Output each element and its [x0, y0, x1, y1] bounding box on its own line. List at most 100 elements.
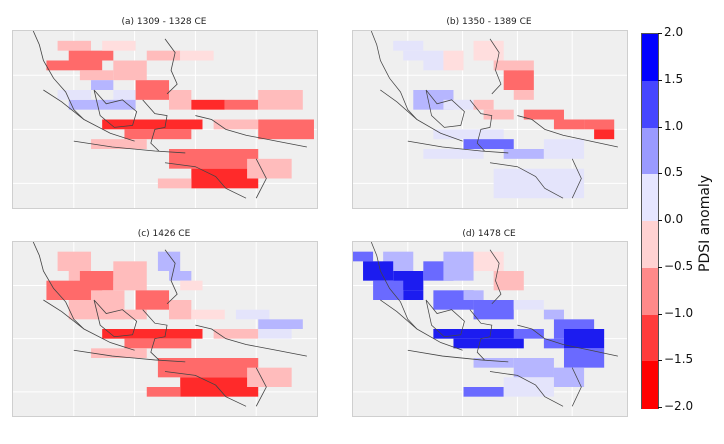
- coastline: [489, 249, 502, 305]
- pdsi-grid-cell: [191, 99, 225, 110]
- map-panel-b: [352, 30, 628, 209]
- pdsi-grid-cell: [102, 309, 147, 320]
- pdsi-grid-cell: [393, 40, 424, 51]
- colorbar-tick-mark: [658, 220, 662, 221]
- coastline: [370, 31, 418, 120]
- colorbar-tick-mark: [658, 126, 662, 128]
- pdsi-grid-cell: [124, 129, 192, 140]
- pdsi-grid-cell: [473, 251, 504, 271]
- colorbar-segment: [642, 174, 658, 222]
- coastline: [571, 158, 582, 199]
- colorbar-segment: [642, 221, 658, 269]
- pdsi-grid-cell: [169, 271, 192, 281]
- pdsi-grid-cell: [146, 50, 181, 61]
- coastline: [32, 242, 85, 330]
- colorbar-tick-mark: [658, 79, 662, 81]
- coastline: [469, 309, 493, 361]
- coastline: [73, 140, 186, 154]
- colorbar-tick-label: 2.0: [664, 25, 684, 39]
- colorbar-tick-mark: [658, 313, 662, 315]
- pdsi-grid-cell: [513, 358, 554, 378]
- pdsi-grid-cell: [473, 40, 504, 61]
- pdsi-grid-cell: [113, 60, 147, 81]
- pdsi-grid-cell: [135, 290, 170, 310]
- pdsi-grid-cell: [91, 139, 147, 149]
- pdsi-grid-cell: [443, 50, 464, 71]
- coastline: [255, 158, 267, 199]
- map-svg-c: [13, 242, 317, 416]
- pdsi-grid-cell: [258, 319, 303, 329]
- coastline: [255, 367, 267, 407]
- colorbar-tick-label: −1.0: [664, 305, 694, 320]
- coastline: [517, 115, 618, 148]
- panel-title-c: (c) 1426 CE: [137, 229, 191, 239]
- map-panel-a: [12, 30, 318, 209]
- pdsi-grid-cell: [453, 338, 524, 349]
- pdsi-grid-cell: [180, 280, 203, 291]
- coastline: [407, 140, 509, 154]
- pdsi-grid-cell: [584, 119, 615, 130]
- colorbar-segment: [642, 34, 658, 82]
- pdsi-grid-cell: [180, 50, 214, 61]
- pdsi-grid-cell: [433, 329, 524, 339]
- coastline: [93, 89, 138, 128]
- coastline: [370, 242, 418, 330]
- pdsi-grid-cell: [247, 367, 292, 387]
- coastline: [195, 324, 307, 357]
- pdsi-grid-cell: [563, 329, 605, 349]
- pdsi-grid-cell: [91, 80, 114, 90]
- coastline: [489, 371, 564, 407]
- pdsi-grid-cell: [543, 309, 564, 320]
- pdsi-grid-cell: [68, 99, 136, 110]
- pdsi-grid-cell: [493, 271, 524, 291]
- pdsi-grid-cell: [91, 348, 147, 358]
- pdsi-grid-cell: [57, 251, 92, 271]
- pdsi-grid-cell: [373, 280, 404, 300]
- coastline: [142, 99, 168, 152]
- pdsi-grid-cell: [473, 99, 494, 110]
- coastline: [164, 249, 178, 305]
- pdsi-grid-cell: [513, 329, 544, 339]
- coastline: [425, 89, 465, 128]
- colorbar-tick-label: −2.0: [664, 399, 694, 413]
- pdsi-grid-cell: [169, 300, 192, 320]
- pdsi-grid-cell: [169, 149, 259, 169]
- pdsi-grid-cell: [102, 329, 203, 339]
- map-panel-d: [352, 241, 628, 417]
- pdsi-grid-cell: [146, 387, 181, 397]
- coastline: [142, 309, 168, 361]
- map-panel-c: [12, 241, 318, 417]
- coastline: [469, 99, 493, 152]
- coastline: [164, 371, 247, 407]
- coastline: [380, 299, 463, 351]
- pdsi-grid-cell: [247, 158, 292, 179]
- colorbar-tick-mark: [658, 266, 662, 268]
- map-svg-a: [13, 31, 317, 208]
- colorbar-tick-mark: [658, 173, 662, 175]
- pdsi-grid-cell: [463, 290, 484, 300]
- pdsi-grid-cell: [57, 40, 92, 51]
- colorbar-segment: [642, 80, 658, 128]
- pdsi-grid-cell: [543, 338, 564, 349]
- pdsi-grid-cell: [423, 60, 454, 71]
- pdsi-grid-cell: [135, 80, 170, 100]
- coastline: [571, 367, 582, 407]
- pdsi-grid-cell: [46, 60, 103, 71]
- pdsi-grid-cell: [102, 40, 136, 51]
- pdsi-grid-cell: [403, 290, 424, 300]
- pdsi-grid-cell: [423, 149, 484, 159]
- colorbar-tick-label: −1.5: [664, 352, 694, 367]
- coastline: [73, 349, 186, 363]
- coastline: [407, 349, 509, 363]
- colorbar-segment: [642, 127, 658, 175]
- pdsi-grid-cell: [594, 129, 615, 140]
- colorbar-segment: [642, 361, 658, 409]
- pdsi-grid-cell: [563, 348, 605, 368]
- pdsi-grid-cell: [353, 251, 374, 262]
- colorbar-segment: [642, 267, 658, 315]
- pdsi-grid-cell: [543, 139, 585, 159]
- map-svg-b: [353, 31, 627, 208]
- coastline: [489, 38, 502, 95]
- pdsi-grid-cell: [403, 50, 444, 61]
- pdsi-grid-cell: [258, 329, 292, 339]
